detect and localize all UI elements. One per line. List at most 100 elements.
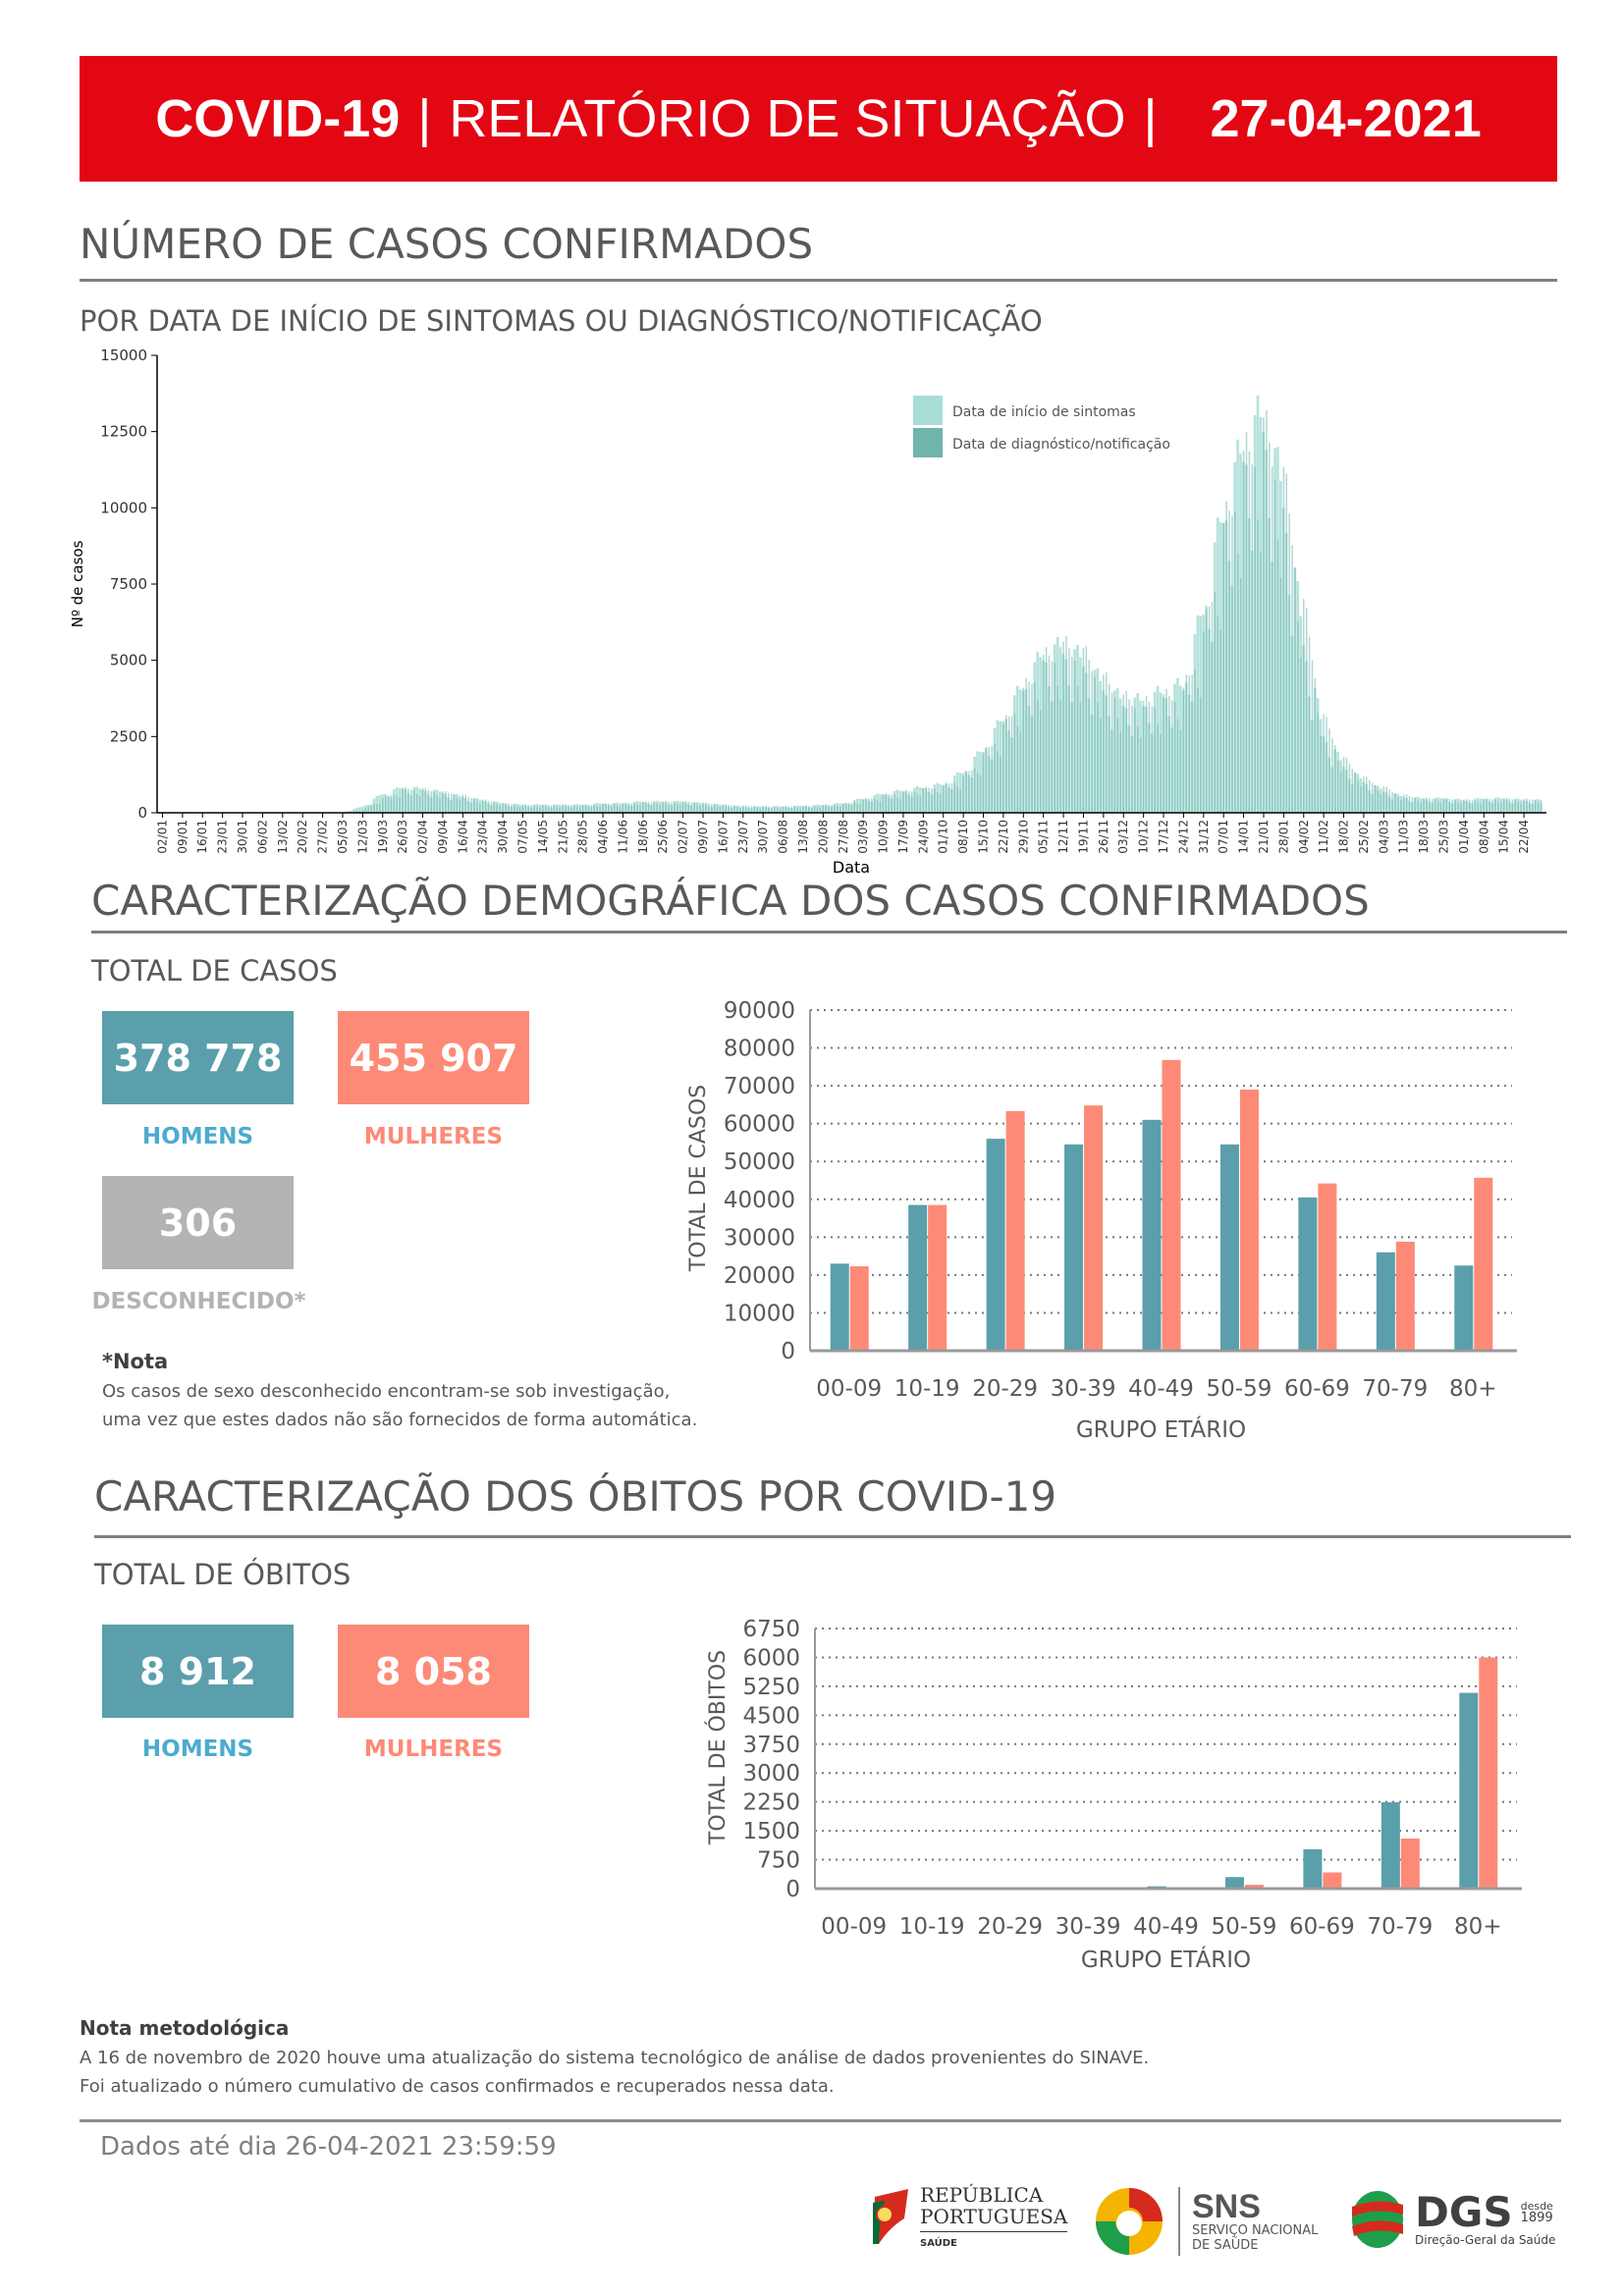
bar-diagnosis (370, 805, 372, 813)
bar-diagnosis (934, 788, 936, 813)
bar-diagnosis (1354, 772, 1356, 813)
bar-diagnosis (1113, 697, 1116, 813)
bar-diagnosis (1445, 797, 1448, 813)
bar-diagnosis (352, 811, 355, 813)
x-tick-label: 80+ (1449, 1376, 1497, 1402)
bar-diagnosis (1200, 697, 1202, 813)
bar-diagnosis (599, 806, 601, 813)
bar-diagnosis (1185, 674, 1188, 813)
bar-diagnosis (1165, 688, 1167, 813)
bar-diagnosis (1103, 674, 1105, 813)
bar-diagnosis (1000, 756, 1001, 813)
bar-diagnosis (653, 802, 656, 813)
bar-homens-70-79 (1376, 1252, 1395, 1351)
bar-diagnosis (1414, 797, 1417, 813)
x-tick-label: 19/11 (1076, 820, 1090, 854)
bar-diagnosis (476, 801, 478, 813)
bar-diagnosis (1382, 786, 1385, 813)
methodology-title: Nota metodológica (80, 2016, 290, 2040)
bar-diagnosis (647, 802, 650, 813)
bar-symptoms (352, 809, 355, 813)
bar-diagnosis (739, 807, 741, 813)
y-tick-label: 90000 (724, 998, 795, 1024)
bar-diagnosis (1466, 798, 1468, 813)
banner-title: RELATÓRIO DE SITUAÇÃO (449, 89, 1126, 148)
bar-diagnosis (479, 803, 481, 813)
bar-diagnosis (1317, 713, 1320, 813)
bar-diagnosis (1194, 669, 1196, 813)
bar-diagnosis (1480, 803, 1483, 813)
bar-diagnosis (1423, 797, 1425, 813)
bar-diagnosis (976, 773, 979, 813)
x-tick-label: 19/03 (376, 820, 390, 854)
bar-diagnosis (1374, 784, 1377, 813)
bar-diagnosis (862, 799, 864, 813)
x-tick-label: 15/10 (977, 820, 991, 854)
legend-label-diagnosis: Data de diagnóstico/notificação (952, 437, 1170, 453)
bar-diagnosis (742, 805, 744, 813)
bar-diagnosis (1171, 700, 1173, 813)
x-tick-label: 22/10 (997, 820, 1010, 854)
bar-diagnosis (1351, 769, 1354, 813)
bar-diagnosis (674, 802, 676, 813)
bar-diagnosis (608, 803, 610, 813)
x-tick-label: 20/02 (296, 820, 309, 854)
x-tick-label: 26/03 (396, 820, 409, 854)
bar-diagnosis (928, 787, 930, 813)
bar-diagnosis (1116, 718, 1119, 813)
bar-diagnosis (1157, 723, 1159, 813)
x-tick-label: 12/03 (355, 820, 369, 854)
bar-diagnosis (813, 806, 816, 813)
x-tick-label: 27/02 (316, 820, 330, 854)
bar-diagnosis (816, 807, 819, 813)
cases-by-age-chart: 0 10000 20000 30000 40000 50000 60000 70000 8000… (686, 998, 1517, 1443)
bar-diagnosis (828, 804, 830, 813)
bar-diagnosis (581, 804, 584, 813)
bar-diagnosis (865, 798, 867, 813)
bar-diagnosis (1025, 677, 1027, 813)
logo-dgs-since: desde (1520, 2200, 1553, 2213)
bar-diagnosis (834, 804, 836, 813)
logo-sns-title: SNS (1192, 2188, 1261, 2225)
legend-swatch-symptoms (913, 396, 943, 425)
bar-diagnosis (650, 802, 653, 813)
bar-diagnosis (481, 799, 484, 813)
bar-diagnosis (527, 804, 530, 813)
x-tick-label: 17/12 (1157, 820, 1170, 854)
bar-diagnosis (1448, 798, 1451, 813)
bar-diagnosis (1526, 798, 1528, 813)
x-tick-label: 23/04 (476, 820, 490, 854)
bar-diagnosis (913, 791, 916, 813)
y-tick-label: 0 (781, 1339, 795, 1364)
bar-diagnosis (413, 790, 415, 813)
bar-diagnosis (1242, 450, 1245, 813)
bar-diagnosis (1197, 687, 1199, 813)
bar-diagnosis (1540, 803, 1543, 813)
x-tick-label: 22/04 (1517, 820, 1531, 854)
bar-diagnosis (1417, 800, 1420, 813)
y-tick-label: 5000 (110, 652, 147, 669)
bar-diagnosis (1328, 728, 1330, 813)
y-tick-label: 750 (757, 1848, 800, 1874)
y-tick-label: 3750 (742, 1733, 800, 1758)
bar-diagnosis (1451, 799, 1453, 813)
bar-symptoms (358, 807, 361, 813)
bar-diagnosis (559, 807, 562, 813)
bar-diagnosis (1160, 734, 1162, 813)
bar-diagnosis (1234, 511, 1236, 813)
divider (80, 279, 1557, 282)
x-tick-label: 02/04 (416, 820, 430, 854)
x-tick-label: 06/02 (255, 820, 269, 854)
bar-diagnosis (1331, 738, 1333, 813)
bar-homens-80+ (1459, 1692, 1479, 1889)
bar-diagnosis (853, 802, 856, 813)
bar-diagnosis (1142, 700, 1145, 813)
x-tick-label: 27/08 (837, 820, 850, 854)
bar-diagnosis (376, 804, 378, 813)
bar-diagnosis (802, 805, 804, 813)
bar-diagnosis (1432, 799, 1434, 813)
bar-diagnosis (722, 804, 725, 813)
bar-diagnosis (1400, 799, 1402, 813)
men-label: HOMENS (141, 1124, 254, 1149)
x-tick-label: 28/01 (1276, 820, 1290, 854)
